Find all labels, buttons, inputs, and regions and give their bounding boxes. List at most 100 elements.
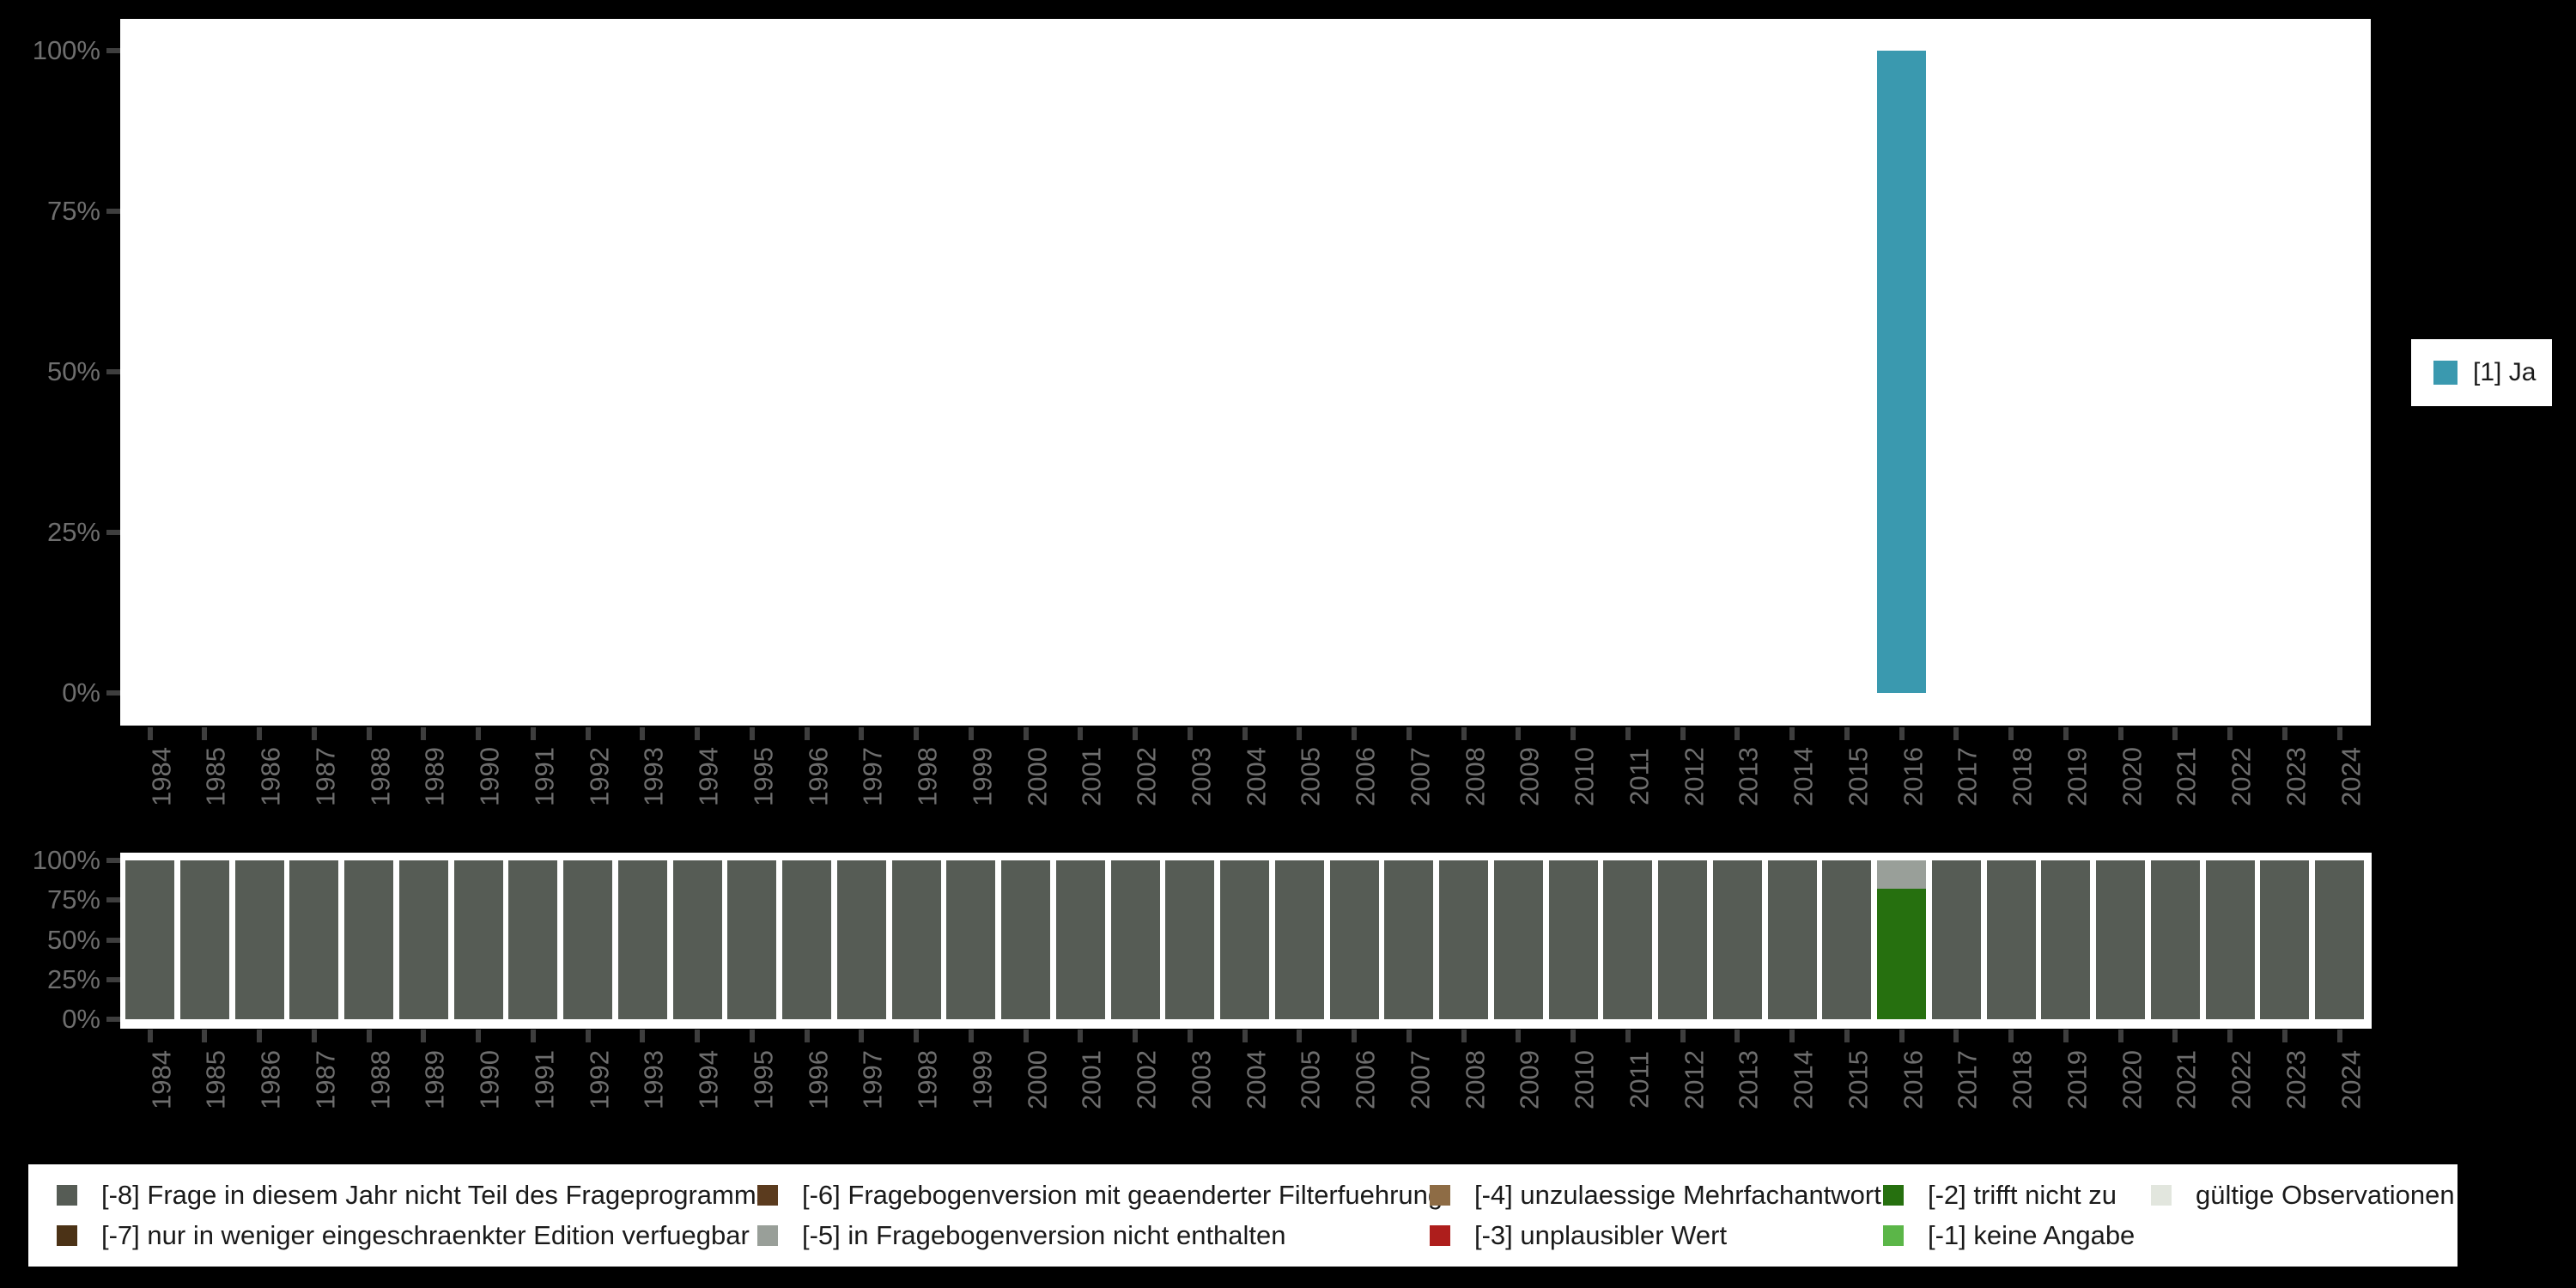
x-axis-label: 2021 — [2171, 1050, 2202, 1109]
legend-swatch — [57, 1185, 77, 1206]
x-tick — [366, 1030, 372, 1042]
x-tick — [1242, 1030, 1248, 1042]
x-tick — [1625, 727, 1631, 740]
x-axis-label: 2006 — [1350, 1050, 1381, 1109]
x-axis-label: 1990 — [474, 747, 505, 806]
bar-segment — [2260, 860, 2310, 1019]
legend-item-label: [-2] trifft nicht zu — [1928, 1180, 2117, 1210]
bar-segment — [1822, 860, 1872, 1019]
legend-item-label: [-5] in Fragebogenversion nicht enthalte… — [802, 1220, 1286, 1250]
x-axis-label: 1993 — [638, 747, 669, 806]
x-axis-label: 2005 — [1295, 747, 1326, 806]
bar-segment — [234, 860, 284, 1019]
x-axis-label: 2023 — [2281, 747, 2312, 806]
x-axis-label: 2013 — [1733, 747, 1764, 806]
x-tick — [1461, 1030, 1467, 1042]
x-tick — [1352, 727, 1357, 740]
bar-segment — [1658, 860, 1707, 1019]
x-axis-label: 1995 — [748, 1050, 779, 1109]
x-axis-label: 2012 — [1679, 1050, 1709, 1109]
bar-segment — [1877, 860, 1926, 890]
x-tick — [804, 727, 810, 740]
x-axis-label: 2001 — [1076, 1050, 1107, 1109]
bar-segment — [672, 860, 722, 1019]
x-tick — [1187, 727, 1193, 740]
legend-item-label: gültige Observationen — [2196, 1180, 2455, 1210]
x-axis-label: 1989 — [419, 747, 450, 806]
y-axis-label: 0% — [62, 1004, 100, 1034]
x-axis-label: 1992 — [584, 1050, 614, 1109]
x-axis-label: 2018 — [2007, 1050, 2038, 1109]
x-axis-label: 1997 — [857, 1050, 888, 1109]
x-tick — [1625, 1030, 1631, 1042]
x-axis-label: 1996 — [803, 1050, 833, 1109]
x-tick — [749, 1030, 755, 1042]
legend-swatch — [757, 1185, 778, 1206]
x-tick — [2008, 727, 2014, 740]
y-axis-label: 25% — [46, 517, 100, 547]
x-axis-label: 1987 — [310, 747, 341, 806]
legend-item-label: [-8] Frage in diesem Jahr nicht Teil des… — [101, 1180, 770, 1210]
x-axis-label: 2016 — [1898, 747, 1928, 806]
bar-segment — [1493, 860, 1543, 1019]
x-tick — [2336, 1030, 2342, 1042]
x-tick — [968, 727, 974, 740]
bar-segment — [563, 860, 612, 1019]
x-axis-label: 1994 — [693, 747, 724, 806]
x-axis-label: 2006 — [1350, 747, 1381, 806]
x-tick — [1844, 727, 1850, 740]
x-axis-label: 1991 — [529, 747, 560, 806]
x-axis-label: 2014 — [1788, 1050, 1819, 1109]
bar-segment — [453, 860, 503, 1019]
x-tick — [695, 727, 700, 740]
y-tick — [106, 897, 120, 903]
x-tick — [202, 1030, 208, 1042]
x-tick — [2227, 727, 2233, 740]
x-tick — [476, 1030, 481, 1042]
x-tick — [1242, 727, 1248, 740]
x-tick — [147, 727, 153, 740]
bar-segment — [1329, 860, 1379, 1019]
bar-segment — [398, 860, 448, 1019]
bar-segment — [891, 860, 941, 1019]
bar-segment — [1220, 860, 1269, 1019]
x-axis-label: 2018 — [2007, 747, 2038, 806]
x-axis-label: 2020 — [2117, 747, 2147, 806]
y-axis-label: 75% — [46, 884, 100, 915]
x-axis-label: 2002 — [1131, 747, 1162, 806]
x-tick — [2172, 1030, 2178, 1042]
x-tick — [421, 727, 427, 740]
bar-segment — [1384, 860, 1434, 1019]
x-axis-label: 2008 — [1460, 747, 1490, 806]
x-axis-label: 1987 — [310, 1050, 341, 1109]
x-tick — [640, 727, 646, 740]
x-tick — [2063, 1030, 2069, 1042]
x-tick — [257, 727, 262, 740]
x-axis-label: 2009 — [1514, 747, 1545, 806]
x-tick — [1297, 1030, 1303, 1042]
bar-segment — [1165, 860, 1215, 1019]
x-tick — [1789, 727, 1795, 740]
y-tick — [106, 369, 120, 374]
x-tick — [1187, 1030, 1193, 1042]
x-tick — [859, 727, 865, 740]
legend-item-label: [-6] Fragebogenversion mit geaenderter F… — [802, 1180, 1443, 1210]
bar-segment — [289, 860, 339, 1019]
bar-segment — [1877, 51, 1926, 693]
y-axis-label: 50% — [46, 356, 100, 386]
bar-segment — [179, 860, 229, 1019]
x-tick — [1133, 727, 1138, 740]
x-axis-label: 2003 — [1186, 747, 1217, 806]
x-axis-label: 1989 — [419, 1050, 450, 1109]
y-tick — [106, 858, 120, 863]
y-axis-label: 25% — [46, 963, 100, 994]
x-tick — [1844, 1030, 1850, 1042]
x-axis-label: 1996 — [803, 747, 833, 806]
bar-segment — [1548, 860, 1598, 1019]
bar-segment — [2096, 860, 2145, 1019]
bar-segment — [1931, 860, 1981, 1019]
x-axis-label: 2017 — [1952, 1050, 1983, 1109]
y-axis-label: 100% — [32, 845, 100, 875]
bar-segment — [2041, 860, 2091, 1019]
y-axis-label: 50% — [46, 924, 100, 955]
